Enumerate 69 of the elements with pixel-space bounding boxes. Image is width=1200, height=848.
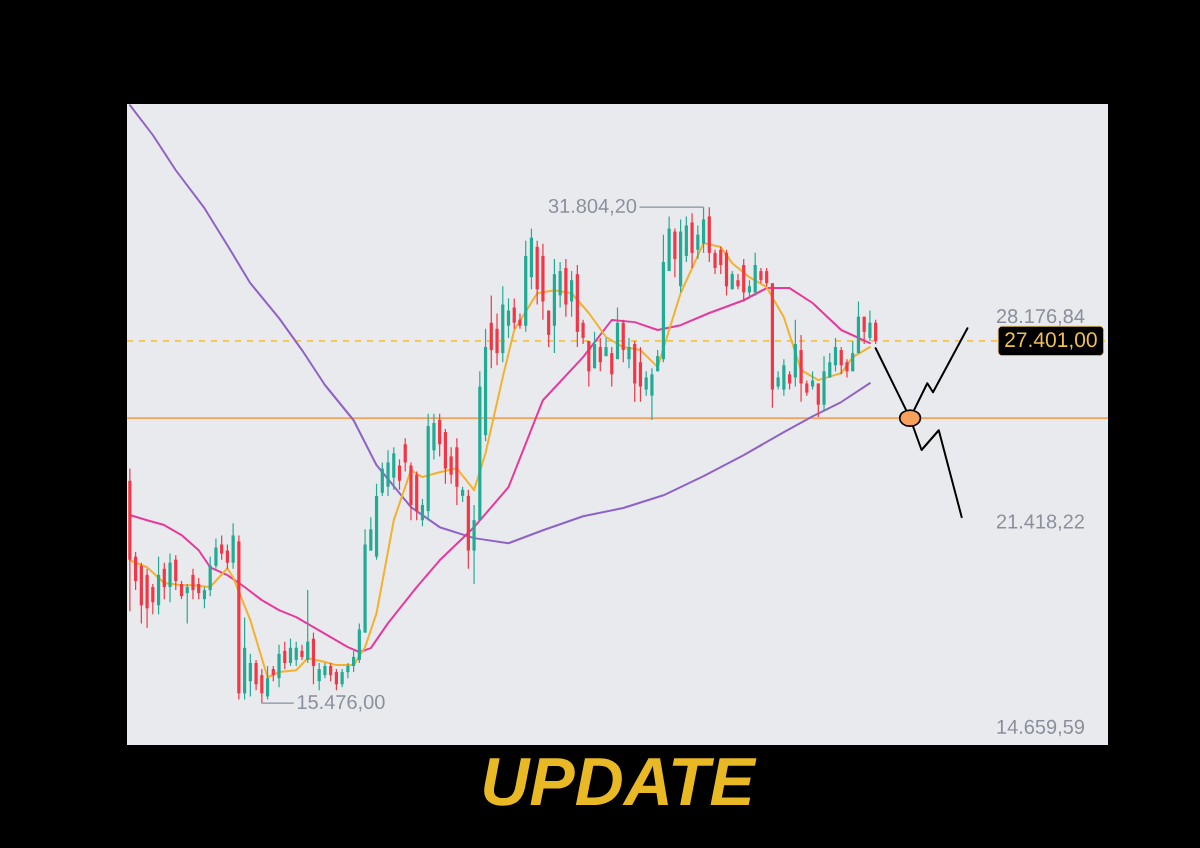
candlestick	[644, 370, 648, 397]
candlestick	[736, 273, 740, 290]
ref-line-label: 27.401,00	[1005, 332, 1097, 350]
candlestick	[719, 246, 723, 275]
line-series	[128, 104, 871, 545]
candlestick	[874, 319, 878, 345]
candlestick	[610, 346, 614, 388]
candlestick	[765, 267, 769, 287]
candlestick	[403, 437, 407, 473]
candlestick	[833, 337, 838, 372]
y-tick-label: 28.176,84	[996, 309, 1085, 326]
candlestick	[862, 316, 866, 345]
candlestick	[346, 662, 350, 679]
candlestick	[828, 352, 832, 379]
candlestick	[570, 270, 574, 318]
candlestick	[265, 665, 270, 701]
candlestick	[506, 297, 511, 339]
candlestick	[512, 297, 516, 330]
candlestick	[185, 583, 189, 625]
candlestick	[254, 659, 258, 691]
line-series	[874, 347, 963, 519]
line-series	[128, 287, 871, 654]
candlestick	[329, 662, 333, 682]
y-tick-label: 21.418,22	[996, 514, 1084, 531]
candlestick	[449, 446, 453, 485]
candlestick	[747, 279, 752, 300]
candlestick	[788, 370, 792, 391]
candlestick	[202, 586, 207, 609]
candlestick	[283, 641, 287, 670]
candlestick	[810, 370, 815, 391]
candlestick	[214, 537, 218, 570]
candlestick	[696, 224, 700, 260]
candlestick	[518, 313, 522, 330]
candlestick	[260, 668, 264, 704]
candlestick	[162, 562, 166, 600]
candlestick	[839, 346, 843, 375]
candlestick	[317, 662, 321, 691]
candlestick	[300, 644, 304, 661]
candlestick	[191, 568, 195, 600]
text: UPDATE	[484, 758, 757, 806]
candlestick	[598, 337, 602, 372]
candlestick	[248, 653, 252, 697]
candlestick	[197, 577, 201, 600]
candlestick	[220, 534, 224, 561]
candlestick	[306, 589, 310, 664]
candlestick	[581, 319, 585, 345]
candlestick	[420, 498, 425, 527]
candlestick	[845, 358, 849, 379]
candlestick	[650, 367, 654, 421]
candlestick	[816, 382, 820, 418]
candlestick	[334, 668, 339, 691]
candlestick	[174, 554, 178, 591]
candlestick	[340, 668, 344, 688]
candlestick	[851, 340, 855, 372]
candlestick	[713, 249, 717, 275]
candlestick	[294, 641, 298, 667]
candlestick	[397, 458, 402, 491]
candlestick	[151, 583, 155, 615]
candlestick	[369, 516, 373, 552]
candlestick	[776, 370, 780, 391]
candlestick	[868, 309, 872, 342]
annotation: 15.476,00	[297, 694, 385, 712]
y-tick-label: 14.659,59	[997, 719, 1084, 737]
candlestick	[627, 337, 631, 369]
candlestick	[179, 580, 184, 600]
annotation: 31.804,20	[548, 198, 637, 216]
candlestick	[352, 650, 356, 673]
candlestick	[225, 543, 230, 570]
candlestick	[288, 638, 293, 667]
